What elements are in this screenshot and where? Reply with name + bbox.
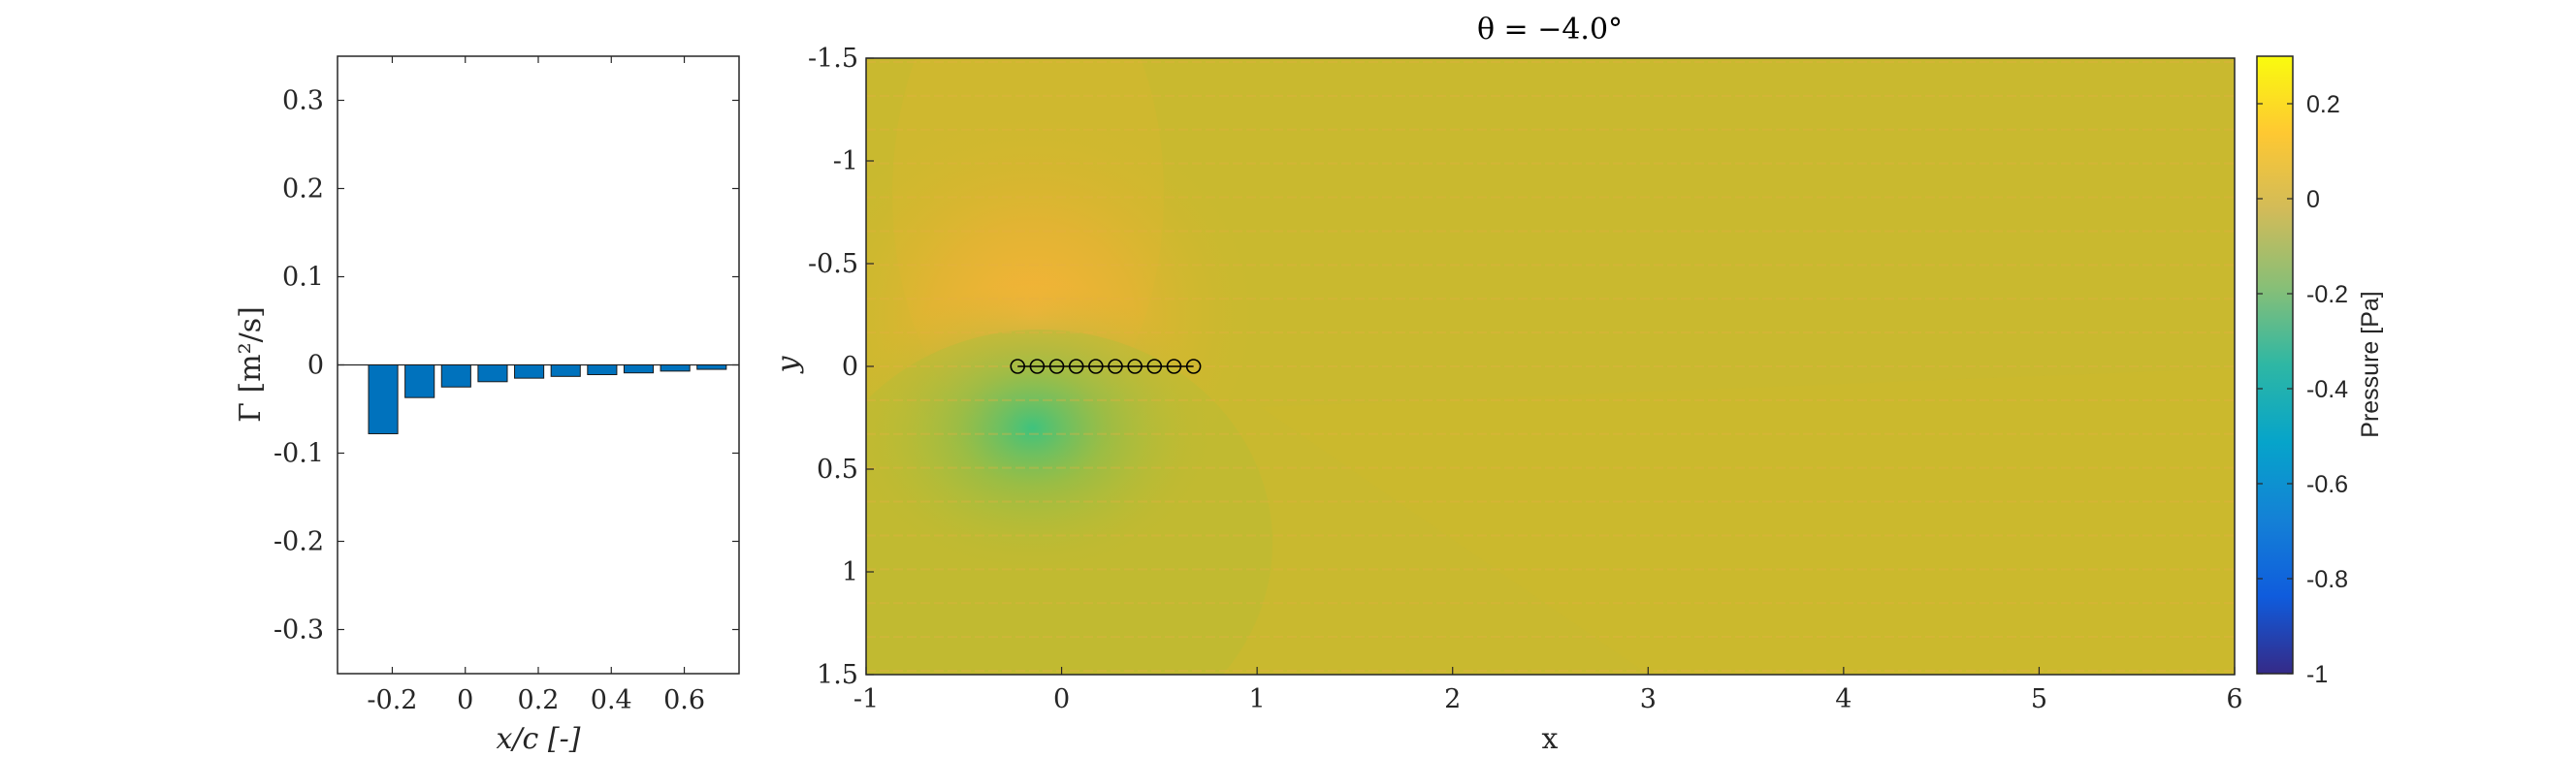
bar-y-axis-label: Γ [m²/s] [234, 306, 268, 423]
colorbar-tick-label: -1 [2306, 661, 2328, 688]
bar-x-tick-label: 0.4 [591, 685, 632, 715]
bar [587, 364, 618, 376]
vortex-panel-marker [1108, 359, 1123, 374]
bar-y-tick-label: -0.3 [274, 615, 324, 646]
bar [696, 364, 727, 370]
colorbar-tick-label: 0.2 [2306, 91, 2340, 118]
field-y-tick-label: 1 [842, 557, 858, 587]
colorbar-tick-label: 0 [2306, 186, 2320, 213]
bar [440, 364, 471, 388]
bar-y-tick-label: 0.2 [282, 174, 324, 205]
bar [368, 364, 399, 434]
bar-x-axis-label: x/c [-] [497, 722, 581, 756]
bar-y-tick-label: -0.1 [274, 439, 324, 469]
vortex-panel-marker [1146, 359, 1163, 374]
colorbar-label: Pressure [Pa] [2357, 291, 2384, 437]
pressure-field-image [866, 58, 2235, 675]
bar-x-tick-label: -0.2 [367, 685, 417, 715]
field-x-tick-label: -1 [853, 684, 879, 714]
bar-x-tick-label: 0 [457, 685, 473, 715]
vortex-panel-marker [1166, 359, 1182, 374]
field-x-tick-label: 2 [1444, 684, 1461, 714]
vortex-panel-marker [1127, 359, 1143, 374]
colorbar-tick-label: -0.2 [2306, 281, 2348, 308]
field-x-tick-label: 5 [2031, 684, 2047, 714]
field-x-tick-label: 3 [1640, 684, 1657, 714]
colorbar-tick-label: -0.6 [2306, 471, 2348, 498]
bar [660, 364, 691, 372]
field-x-tick-label: 1 [1249, 684, 1266, 714]
vortex-panel-marker [1068, 359, 1084, 374]
bar [404, 364, 435, 398]
bar-y-tick-label: 0 [307, 351, 324, 381]
field-y-tick-label: 0 [842, 352, 858, 382]
field-y-tick-label: 0.5 [817, 455, 858, 485]
bar-y-tick-label: 0.1 [282, 263, 324, 293]
colorbar-tick-label: -0.4 [2306, 376, 2348, 403]
vortex-panel-marker [1029, 359, 1046, 374]
vortex-panel-marker [1185, 359, 1202, 374]
bar-y-tick-label: -0.2 [274, 527, 324, 557]
colorbar-tick-label: -0.8 [2306, 566, 2348, 593]
field-y-axis-label: y [771, 355, 805, 374]
bar-x-tick-label: 0.6 [663, 685, 705, 715]
field-y-tick-label: -1.5 [808, 44, 858, 74]
bar [623, 364, 655, 374]
low-pressure-region [866, 282, 1217, 574]
colorbar [2256, 55, 2294, 675]
field-y-tick-label: -1 [833, 146, 858, 176]
vortex-panel-marker [1010, 359, 1026, 374]
bar [514, 364, 545, 379]
field-y-tick-label: -0.5 [808, 249, 858, 279]
bar [550, 364, 581, 377]
field-x-tick-label: 4 [1835, 684, 1852, 714]
field-x-tick-label: 0 [1053, 684, 1070, 714]
bar [477, 364, 508, 383]
field-title: θ = −4.0° [1477, 13, 1623, 47]
bar-y-tick-label: 0.3 [282, 86, 324, 116]
pressure-field-chart: θ = −4.0° -1 0 1 2 3 4 5 6 -1.5 -1 -0.5 0 0.5 1 1.5 x… [771, 13, 2384, 756]
bar-x-tick-label: 0.2 [518, 685, 560, 715]
field-x-axis-label: x [1542, 722, 1559, 756]
field-y-tick-label: 1.5 [817, 660, 858, 690]
vortex-panel-marker [1088, 359, 1104, 374]
vortex-panel-marker [1048, 359, 1065, 374]
circulation-bar-chart: -0.2 0 0.2 0.4 0.6 0.3 0.2 0.1 0 -0.1 -0.2 -0.3 x/… [234, 55, 740, 756]
field-x-tick-label: 6 [2226, 684, 2242, 714]
